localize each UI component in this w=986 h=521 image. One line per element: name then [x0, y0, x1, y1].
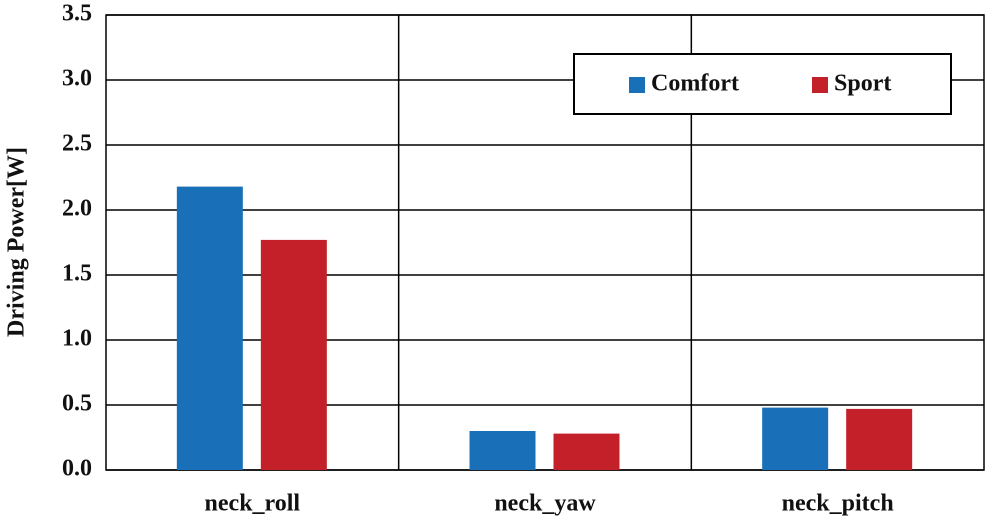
y-tick-label: 2.5	[62, 131, 92, 157]
bar	[469, 431, 536, 470]
legend-marker	[812, 77, 828, 93]
legend-label: Sport	[834, 71, 891, 97]
y-axis-label: Driving Power[W]	[4, 147, 30, 337]
x-tick-label: neck_roll	[205, 491, 301, 517]
x-tick-label: neck_pitch	[782, 491, 894, 517]
plot-frame	[105, 14, 985, 471]
y-tick-label: 3.0	[62, 66, 92, 92]
bar	[260, 239, 327, 470]
bar	[176, 186, 243, 470]
y-tick-label: 3.5	[62, 1, 92, 27]
legend-marker	[629, 77, 645, 93]
bar	[553, 433, 620, 470]
bar	[762, 407, 829, 470]
y-tick-label: 0.5	[62, 391, 92, 417]
y-tick-label: 2.0	[62, 196, 92, 222]
y-tick-label: 1.0	[62, 326, 92, 352]
x-tick-label: neck_yaw	[494, 491, 596, 517]
bar	[846, 408, 913, 470]
y-tick-label: 0.0	[62, 456, 92, 482]
y-tick-label: 1.5	[62, 261, 92, 287]
legend-label: Comfort	[651, 71, 739, 97]
